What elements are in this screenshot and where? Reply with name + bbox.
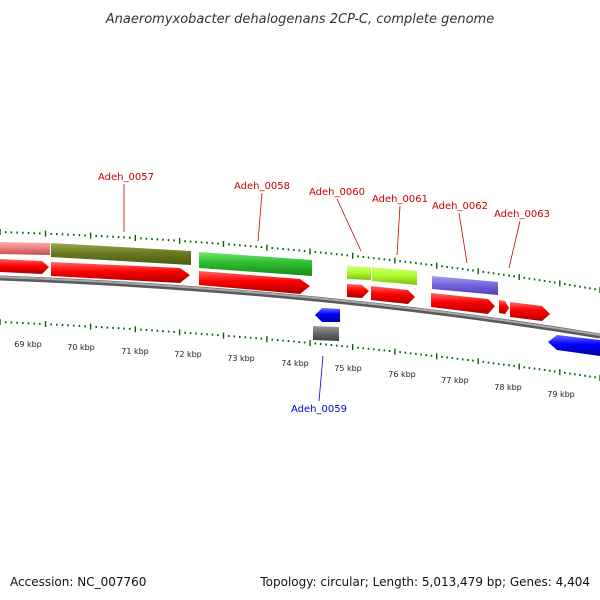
- cds-arrow-adeh-0062[interactable]: [431, 293, 495, 314]
- cds-arrow-reverse-adeh-0059[interactable]: [315, 308, 340, 322]
- cds-arrow-adeh-0058[interactable]: [199, 271, 310, 294]
- leader-line-adeh-0058: [257, 192, 263, 242]
- gene-label-adeh-0058[interactable]: Adeh_0058: [234, 181, 290, 192]
- scale-label-76-kbp: 76 kbp: [388, 370, 416, 379]
- gene-block-adeh-0057[interactable]: [51, 243, 191, 265]
- reverse-cds-row: [313, 308, 600, 356]
- gene-label-adeh-0063[interactable]: Adeh_0063: [494, 209, 550, 220]
- gene-label-adeh-0060[interactable]: Adeh_0060: [309, 187, 365, 198]
- scale-label-79-kbp: 79 kbp: [547, 390, 575, 399]
- cds-arrow-reverse-downstream[interactable]: [548, 335, 600, 356]
- cds-arrow-adeh-0060[interactable]: [347, 284, 369, 298]
- cds-arrow-adeh-0061[interactable]: [371, 286, 415, 304]
- outer-tick-ring: [0, 229, 600, 293]
- scale-label-75-kbp: 75 kbp: [334, 364, 362, 373]
- scale-label-70-kbp: 70 kbp: [67, 343, 95, 352]
- cds-arrow-upstream[interactable]: [0, 259, 49, 274]
- gene-block-adeh-0058[interactable]: [199, 252, 312, 276]
- gene-label-leaders: [123, 184, 521, 402]
- accession-text: Accession: NC_007760: [10, 575, 146, 589]
- gene-block-adeh-0061[interactable]: [372, 267, 417, 285]
- scale-label-78-kbp: 78 kbp: [494, 383, 522, 392]
- topology-text: Topology: circular; Length: 5,013,479 bp…: [259, 575, 590, 589]
- leader-line-adeh-0062: [458, 212, 468, 264]
- gene-label-adeh-0061[interactable]: Adeh_0061: [372, 194, 428, 205]
- gene-labels: Adeh_0057 Adeh_0058 Adeh_0060 Adeh_0061 …: [98, 172, 550, 415]
- cds-arrow-adeh-0063[interactable]: [510, 302, 550, 321]
- cds-arrow-adeh-0057[interactable]: [51, 262, 190, 283]
- gene-label-adeh-0057[interactable]: Adeh_0057: [98, 172, 154, 183]
- scale-label-72-kbp: 72 kbp: [174, 350, 202, 359]
- gene-label-adeh-0062[interactable]: Adeh_0062: [432, 201, 488, 212]
- leader-line-adeh-0063: [508, 220, 521, 269]
- leader-line-adeh-0059: [318, 355, 324, 402]
- gene-block-adeh-0062[interactable]: [432, 276, 498, 295]
- forward-cds-row: [0, 259, 550, 321]
- gene-block-adeh-0059[interactable]: [313, 326, 339, 341]
- scale-label-69-kbp: 69 kbp: [14, 340, 42, 349]
- gene-block-upstream[interactable]: [0, 242, 50, 255]
- scale-label-71-kbp: 71 kbp: [121, 347, 149, 356]
- scale-labels: 69 kbp 70 kbp 71 kbp 72 kbp 73 kbp 74 kb…: [14, 340, 575, 399]
- scale-label-74-kbp: 74 kbp: [281, 359, 309, 368]
- scale-label-73-kbp: 73 kbp: [227, 354, 255, 363]
- scale-label-77-kbp: 77 kbp: [441, 376, 469, 385]
- gene-label-adeh-0059[interactable]: Adeh_0059: [291, 404, 347, 415]
- backbone-line: [0, 275, 600, 339]
- map-title: Anaeromyxobacter dehalogenans 2CP-C, com…: [105, 12, 494, 27]
- gene-block-adeh-0060[interactable]: [347, 266, 371, 280]
- leader-line-adeh-0061: [396, 205, 401, 256]
- leader-line-adeh-0060: [336, 198, 362, 252]
- gene-feature-row: [0, 242, 498, 295]
- cds-arrow-small[interactable]: [499, 300, 509, 314]
- inner-tick-ring: [0, 319, 600, 381]
